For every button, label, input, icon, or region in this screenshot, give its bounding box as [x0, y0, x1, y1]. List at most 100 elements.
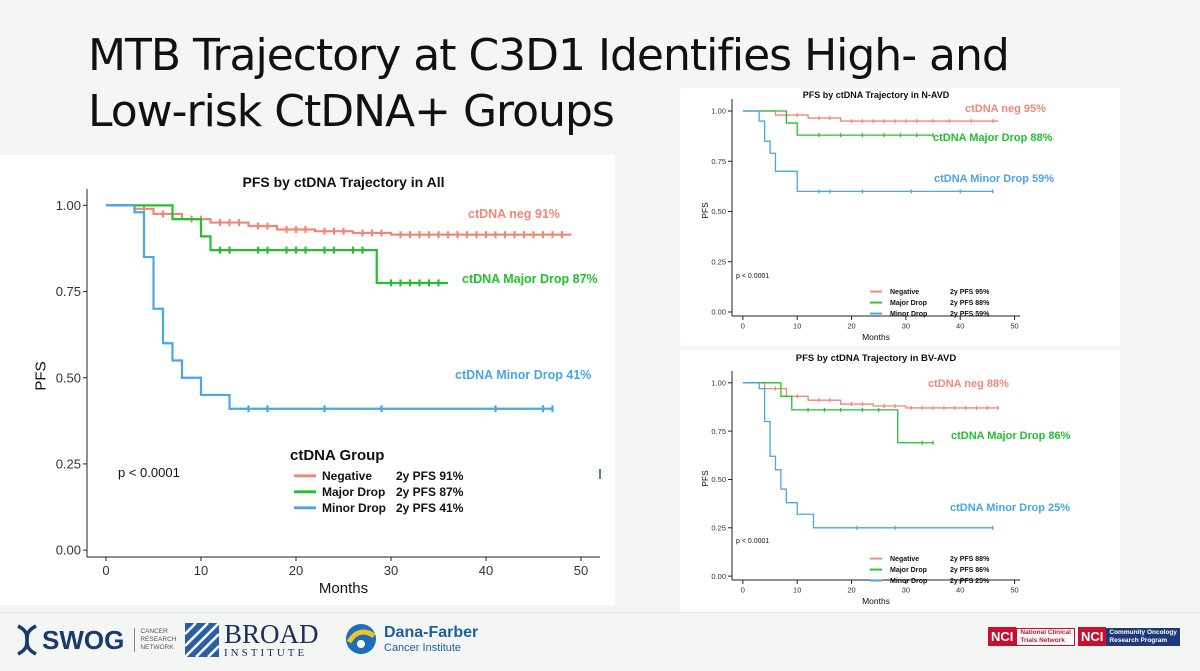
y-tick-label: 0.25 — [711, 257, 726, 266]
chart-bvavd: PFS by ctDNA Trajectory in BV-AVD 0 10 20 30… — [700, 353, 1071, 606]
legend-name: Major Drop — [890, 567, 927, 574]
x-tick-label: 30 — [384, 563, 398, 578]
chart-title: PFS by ctDNA Trajectory in N-AVD — [803, 90, 950, 100]
swog-logo: SWOG CANCER RESEARCH NETWORK — [14, 623, 176, 657]
dana-farber-mark-icon — [346, 624, 376, 654]
broad-name: BROAD — [224, 619, 319, 649]
km-curve-negative — [742, 382, 999, 409]
x-tick-label: 30 — [902, 322, 910, 331]
slide-title: MTB Trajectory at C3D1 Identifies High- … — [88, 28, 1088, 140]
p-value: p < 0.0001 — [736, 538, 769, 545]
series-label-negative: ctDNA neg 91% — [468, 207, 560, 221]
y-tick-label: 0.00 — [56, 543, 81, 558]
chart-title: PFS by ctDNA Trajectory in All — [242, 174, 444, 190]
x-tick-label: 30 — [902, 586, 910, 595]
swog-sub2: RESEARCH — [140, 636, 177, 643]
km-curve-negative — [742, 110, 999, 122]
legend-stat: 2y PFS 59% — [950, 311, 990, 318]
y-tick-label: 0.50 — [56, 370, 81, 385]
y-tick-label: 1.00 — [711, 378, 726, 387]
broad-mark-icon — [184, 622, 220, 658]
nci-ncorp-logo: NCI Community Oncology Research Program — [1078, 627, 1180, 646]
y-tick-label: 0.00 — [711, 308, 726, 317]
y-tick-label: 0.50 — [711, 207, 726, 216]
chart-bvavd-panel: PFS by ctDNA Trajectory in BV-AVD 0 10 20 30… — [680, 350, 1120, 612]
series-label-minor: ctDNA Minor Drop 25% — [950, 502, 1070, 514]
x-axis-label: Months — [862, 596, 890, 606]
nci-1-text1: National Clinical — [1020, 628, 1071, 636]
legend-name: Minor Drop — [890, 578, 927, 585]
x-tick-label: 40 — [956, 322, 964, 331]
dana-farber-name: Dana-Farber — [384, 623, 479, 641]
x-axis-label: Months — [862, 332, 890, 342]
swog-sub3: NETWORK — [140, 644, 174, 651]
legend-stat: 2y PFS 88% — [950, 556, 990, 563]
y-tick-label: 0.25 — [56, 456, 81, 471]
x-tick-label: 40 — [479, 563, 493, 578]
y-tick-label: 0.00 — [711, 572, 726, 581]
legend-name: Negative — [322, 469, 372, 483]
swog-sub1: CANCER — [140, 628, 168, 635]
series-label-minor: ctDNA Minor Drop 59% — [934, 173, 1054, 185]
y-axis-label: PFS — [700, 470, 710, 487]
dana-farber-logo: Dana-Farber Cancer Institute — [344, 622, 478, 656]
chart-all: PFS by ctDNA Trajectory in All 0 10 20 30 40 5… — [32, 174, 601, 597]
legend-stat: 2y PFS 41% — [396, 501, 464, 515]
legend-stat: 2y PFS 88% — [950, 300, 990, 307]
legend-name: Negative — [890, 556, 919, 563]
y-tick-label: 0.50 — [711, 475, 726, 484]
x-tick-label: 0 — [741, 322, 745, 331]
swog-name: SWOG — [42, 624, 125, 655]
x-tick-label: 10 — [793, 586, 801, 595]
y-axis-label: PFS — [700, 202, 710, 219]
km-curve-negative — [106, 204, 572, 236]
series-label-major: ctDNA Major Drop 86% — [951, 430, 1071, 442]
legend-stat: 2y PFS 25% — [950, 578, 990, 585]
legend-stat: 2y PFS 86% — [950, 567, 990, 574]
series-label-negative: ctDNA neg 95% — [965, 103, 1046, 115]
chart-all-panel: PFS by ctDNA Trajectory in All 0 10 20 30 40 5… — [0, 155, 615, 605]
km-curve-minor — [742, 110, 993, 193]
nci-badge-1: NCI — [988, 627, 1017, 646]
y-tick-label: 1.00 — [711, 107, 726, 116]
y-tick-label: 0.75 — [56, 284, 81, 299]
y-tick-label: 0.75 — [711, 427, 726, 436]
legend-stat: 2y PFS 87% — [396, 485, 464, 499]
y-tick-label: 1.00 — [56, 198, 81, 213]
x-tick-label: 0 — [102, 563, 109, 578]
title-line-1: MTB Trajectory at C3D1 Identifies High- … — [88, 30, 1010, 81]
x-tick-label: 10 — [793, 322, 801, 331]
legend-name: Negative — [890, 289, 919, 296]
legend-title: ctDNA Group — [290, 447, 384, 464]
x-tick-label: 10 — [194, 563, 208, 578]
x-tick-label: 50 — [1010, 322, 1018, 331]
series-label-negative: ctDNA neg 88% — [928, 378, 1009, 390]
series-label-minor: ctDNA Minor Drop 41% — [455, 368, 591, 382]
broad-sub: INSTITUTE — [224, 647, 308, 659]
km-curve-minor — [742, 382, 993, 529]
series-label-major: ctDNA Major Drop 87% — [462, 272, 598, 286]
y-axis-label: PFS — [32, 361, 49, 390]
y-tick-label: 0.75 — [711, 157, 726, 166]
chart-title: PFS by ctDNA Trajectory in BV-AVD — [796, 353, 957, 364]
nci-1-text2: Trials Network — [1020, 636, 1065, 644]
nci-2-text2: Research Program — [1109, 636, 1168, 644]
p-value: p < 0.0001 — [736, 273, 769, 280]
nci-nctn-logo: NCI National Clinical Trials Network — [988, 627, 1075, 646]
x-tick-label: 0 — [741, 586, 745, 595]
legend-stat: 2y PFS 95% — [950, 289, 990, 296]
y-tick-label: 0.25 — [711, 523, 726, 532]
legend-name: Major Drop — [890, 300, 927, 307]
legend-stat: 2y PFS 91% — [396, 469, 464, 483]
km-curve-major — [106, 204, 448, 285]
x-tick-label: 50 — [574, 563, 588, 578]
x-tick-label: 20 — [289, 563, 303, 578]
x-tick-label: 20 — [847, 322, 855, 331]
x-tick-label: 20 — [847, 586, 855, 595]
legend-name: Major Drop — [322, 485, 385, 499]
footer: SWOG CANCER RESEARCH NETWORK BROAD INSTI… — [0, 612, 1200, 671]
dana-farber-sub: Cancer Institute — [384, 641, 462, 654]
x-axis-label: Months — [319, 580, 368, 597]
km-curve-major — [742, 382, 934, 444]
legend-name: Minor Drop — [890, 311, 927, 318]
